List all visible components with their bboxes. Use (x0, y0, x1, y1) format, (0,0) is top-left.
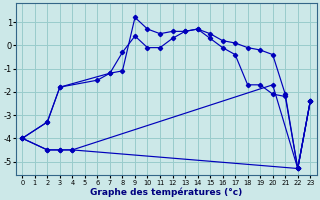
X-axis label: Graphe des températures (°c): Graphe des températures (°c) (90, 187, 242, 197)
